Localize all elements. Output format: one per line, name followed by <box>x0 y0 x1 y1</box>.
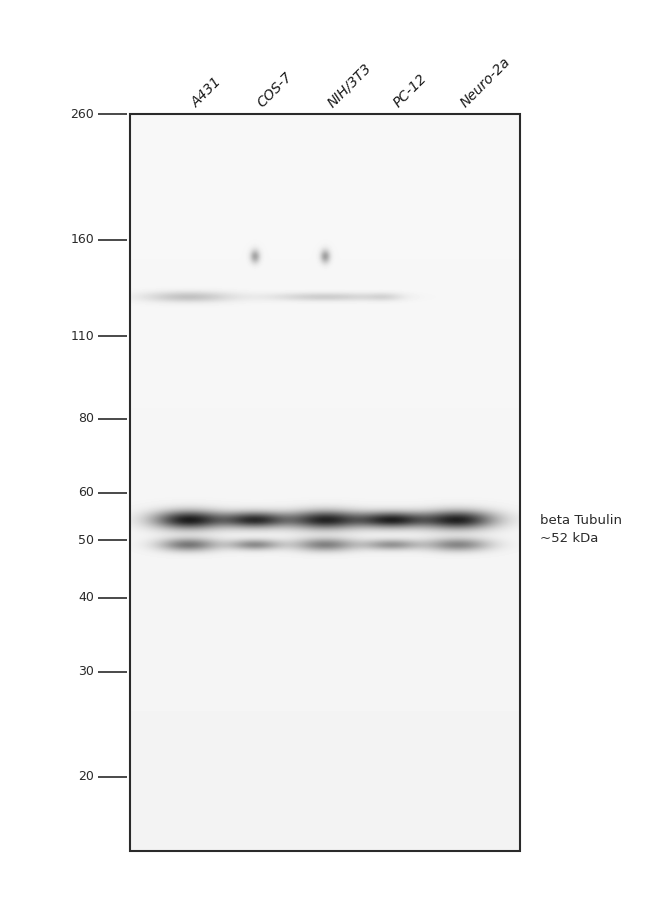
Text: COS-7: COS-7 <box>255 70 295 110</box>
Text: 80: 80 <box>78 412 94 425</box>
Text: PC-12: PC-12 <box>391 71 430 110</box>
Text: 50: 50 <box>78 533 94 546</box>
Text: Neuro-2a: Neuro-2a <box>458 55 513 110</box>
Text: beta Tubulin
~52 kDa: beta Tubulin ~52 kDa <box>540 514 621 545</box>
Text: A431: A431 <box>188 74 224 110</box>
Text: 160: 160 <box>70 233 94 246</box>
Text: 30: 30 <box>79 665 94 678</box>
Text: NIH/3T3: NIH/3T3 <box>325 60 374 110</box>
Text: 110: 110 <box>70 330 94 343</box>
Text: 20: 20 <box>79 770 94 783</box>
Text: 40: 40 <box>79 591 94 604</box>
Text: 260: 260 <box>70 108 94 121</box>
Text: 60: 60 <box>79 487 94 500</box>
